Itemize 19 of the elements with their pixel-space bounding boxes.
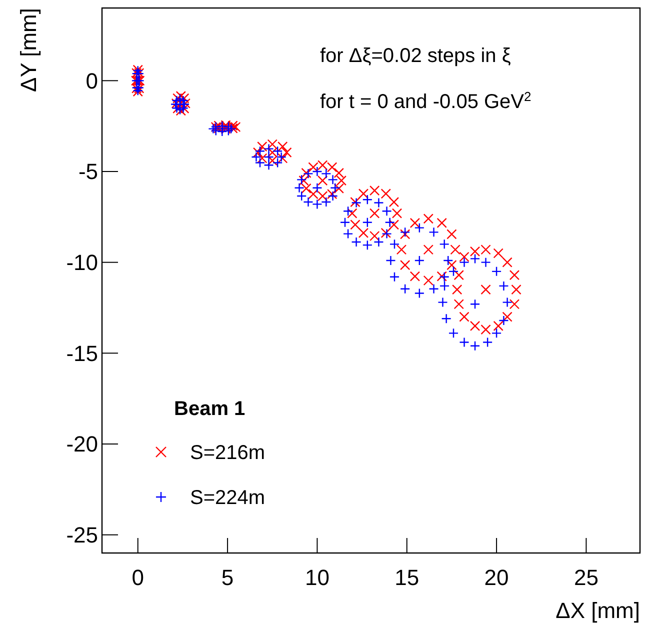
y-tick-label: -15 bbox=[66, 340, 98, 366]
x-tick-label: 0 bbox=[132, 565, 144, 590]
x-tick-label: 20 bbox=[484, 565, 509, 590]
x-tick-label: 25 bbox=[574, 565, 598, 590]
legend-title: Beam 1 bbox=[174, 398, 246, 420]
x-tick-label: 15 bbox=[394, 565, 420, 590]
x-axis-title: ΔX [mm] bbox=[556, 598, 640, 623]
annotation: for t = 0 and -0.05 GeV$^{2}$ bbox=[320, 88, 532, 113]
x-tick-label: 5 bbox=[221, 565, 234, 590]
y-tick-label: -5 bbox=[78, 159, 98, 184]
legend-label: S=216m bbox=[190, 442, 266, 464]
annotation: for Δξ=0.02 steps in ξ bbox=[320, 45, 511, 67]
x-tick-label: 10 bbox=[304, 565, 330, 590]
y-tick-label: -25 bbox=[66, 522, 98, 548]
y-axis-title: ΔY [mm] bbox=[16, 8, 41, 92]
legend-label: S=224m bbox=[190, 487, 266, 509]
y-tick-label: -10 bbox=[66, 250, 98, 276]
y-tick-label: 0 bbox=[86, 68, 98, 94]
y-tick-label: -20 bbox=[66, 432, 98, 457]
